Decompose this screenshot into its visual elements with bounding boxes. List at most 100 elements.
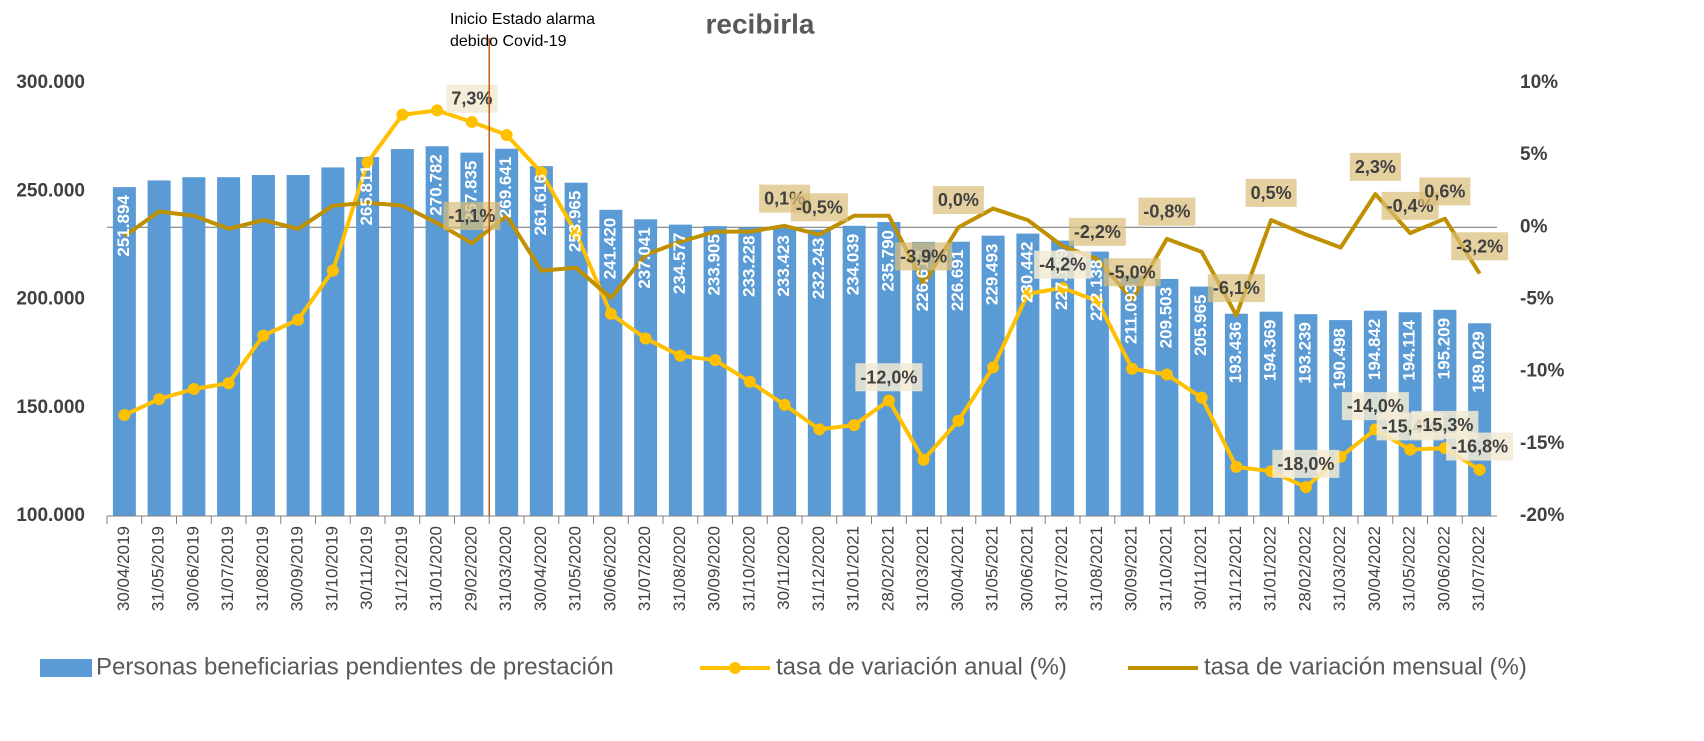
- marker: [153, 393, 166, 406]
- bar-value-label: 205.965: [1191, 295, 1210, 356]
- x-tick-label: 31/03/2021: [913, 526, 932, 611]
- bar: [981, 235, 1005, 517]
- label-box: [1034, 250, 1092, 279]
- bar: [738, 227, 762, 516]
- label-box: [1451, 232, 1509, 261]
- marker: [222, 377, 235, 390]
- bar-value-label: 237.041: [635, 227, 654, 288]
- bar-value-label: 229.493: [983, 244, 1002, 305]
- bar-value-label: 226.691: [948, 250, 967, 311]
- x-tick-label: 31/10/2020: [739, 526, 758, 611]
- x-tick-label: 31/12/2021: [1226, 526, 1245, 611]
- marker: [604, 307, 617, 320]
- x-tick-label: 30/11/2020: [774, 526, 793, 610]
- bar: [703, 226, 727, 516]
- x-tick-label: 31/08/2019: [253, 526, 272, 611]
- x-tick-label: 30/06/2022: [1434, 526, 1453, 611]
- x-tick-label: 31/05/2021: [983, 526, 1002, 611]
- bar: [112, 187, 136, 517]
- marker: [848, 419, 861, 432]
- x-tick-label: 31/12/2019: [392, 526, 411, 611]
- bar: [321, 167, 345, 516]
- x-tick-label: 31/01/2021: [844, 526, 863, 611]
- x-tick-label: 31/05/2022: [1400, 526, 1419, 611]
- x-tick-label: 30/04/2022: [1365, 526, 1384, 611]
- marker: [257, 329, 270, 342]
- marker: [465, 115, 478, 128]
- marker: [987, 361, 1000, 374]
- bar-value-label: 261.616: [531, 174, 550, 235]
- line-value-label: -12,0%: [860, 367, 917, 387]
- marker: [1056, 281, 1069, 294]
- bar-value-label: 269.641: [496, 157, 515, 218]
- x-tick-label: 30/06/2021: [1017, 526, 1036, 611]
- x-tick-label: 30/11/2019: [357, 526, 376, 610]
- bar: [147, 180, 171, 517]
- marker: [1126, 362, 1139, 375]
- bar: [1155, 278, 1179, 516]
- bar: [390, 149, 414, 516]
- bar-value-label: 194.369: [1261, 320, 1280, 381]
- label-box: [1207, 274, 1265, 303]
- bar: [495, 148, 519, 516]
- y2-tick-label: -5%: [1520, 289, 1554, 310]
- bar: [564, 182, 588, 516]
- bar: [182, 177, 206, 517]
- x-tick-label: 30/09/2021: [1122, 526, 1141, 611]
- line-value-label: -1,1%: [448, 206, 495, 226]
- x-tick-label: 31/07/2020: [635, 526, 654, 611]
- line-value-label: -5,0%: [1109, 262, 1156, 282]
- label-box: [1349, 152, 1401, 181]
- bar: [251, 175, 275, 516]
- bar-value-label: 233.423: [774, 235, 793, 296]
- bar-value-label: 265.811: [357, 165, 376, 226]
- line-value-label: -3,9%: [900, 246, 947, 266]
- y2-tick-label: -20%: [1520, 505, 1564, 526]
- marker: [709, 354, 722, 367]
- legend-label: tasa de variación anual (%): [776, 653, 1067, 680]
- bar-value-label: 222.138: [1087, 260, 1106, 321]
- x-tick-label: 28/02/2021: [878, 526, 897, 611]
- bar-value-label: 234.577: [670, 233, 689, 294]
- label-box: [1446, 432, 1514, 461]
- bar: [634, 219, 658, 517]
- x-tick-label: 31/07/2022: [1469, 526, 1488, 611]
- bar-value-label: 233.228: [739, 236, 758, 297]
- x-tick-label: 28/02/2022: [1295, 526, 1314, 611]
- marker: [431, 104, 444, 117]
- bar-value-label: 230.442: [1017, 242, 1036, 303]
- marker: [1195, 391, 1208, 404]
- y-tick-label: 150.000: [16, 397, 85, 418]
- x-tick-label: 31/12/2020: [809, 526, 828, 611]
- marker: [639, 332, 652, 345]
- x-tick-label: 30/11/2021: [1191, 526, 1210, 610]
- x-tick-label: 31/03/2022: [1330, 526, 1349, 611]
- marker: [674, 349, 687, 362]
- bar-value-label: 209.503: [1156, 287, 1175, 348]
- bar-value-label: 190.498: [1330, 328, 1349, 389]
- label-box: [895, 242, 953, 271]
- label-box: [1138, 197, 1196, 226]
- marker: [118, 408, 131, 421]
- chart-title: recibirla: [706, 8, 815, 39]
- marker: [813, 423, 826, 436]
- y2-tick-label: 10%: [1520, 72, 1558, 93]
- label-box: [1419, 177, 1471, 206]
- marker: [1404, 443, 1417, 456]
- bar: [217, 177, 241, 517]
- x-tick-label: 31/10/2019: [322, 526, 341, 611]
- bar-value-label: 251.894: [114, 195, 133, 257]
- bar: [425, 146, 449, 517]
- x-tick-label: 30/06/2020: [600, 526, 619, 611]
- bar-value-label: 189.029: [1469, 331, 1488, 392]
- marker: [882, 394, 895, 407]
- bar: [529, 166, 553, 516]
- y-tick-label: 200.000: [16, 289, 85, 310]
- label-box: [1068, 217, 1126, 246]
- x-tick-label: 30/04/2020: [531, 526, 550, 611]
- label-box: [790, 193, 848, 222]
- bar-value-label: 241.420: [600, 218, 619, 279]
- bar-value-label: 194.842: [1365, 319, 1384, 380]
- marker: [743, 375, 756, 388]
- marker: [292, 313, 305, 326]
